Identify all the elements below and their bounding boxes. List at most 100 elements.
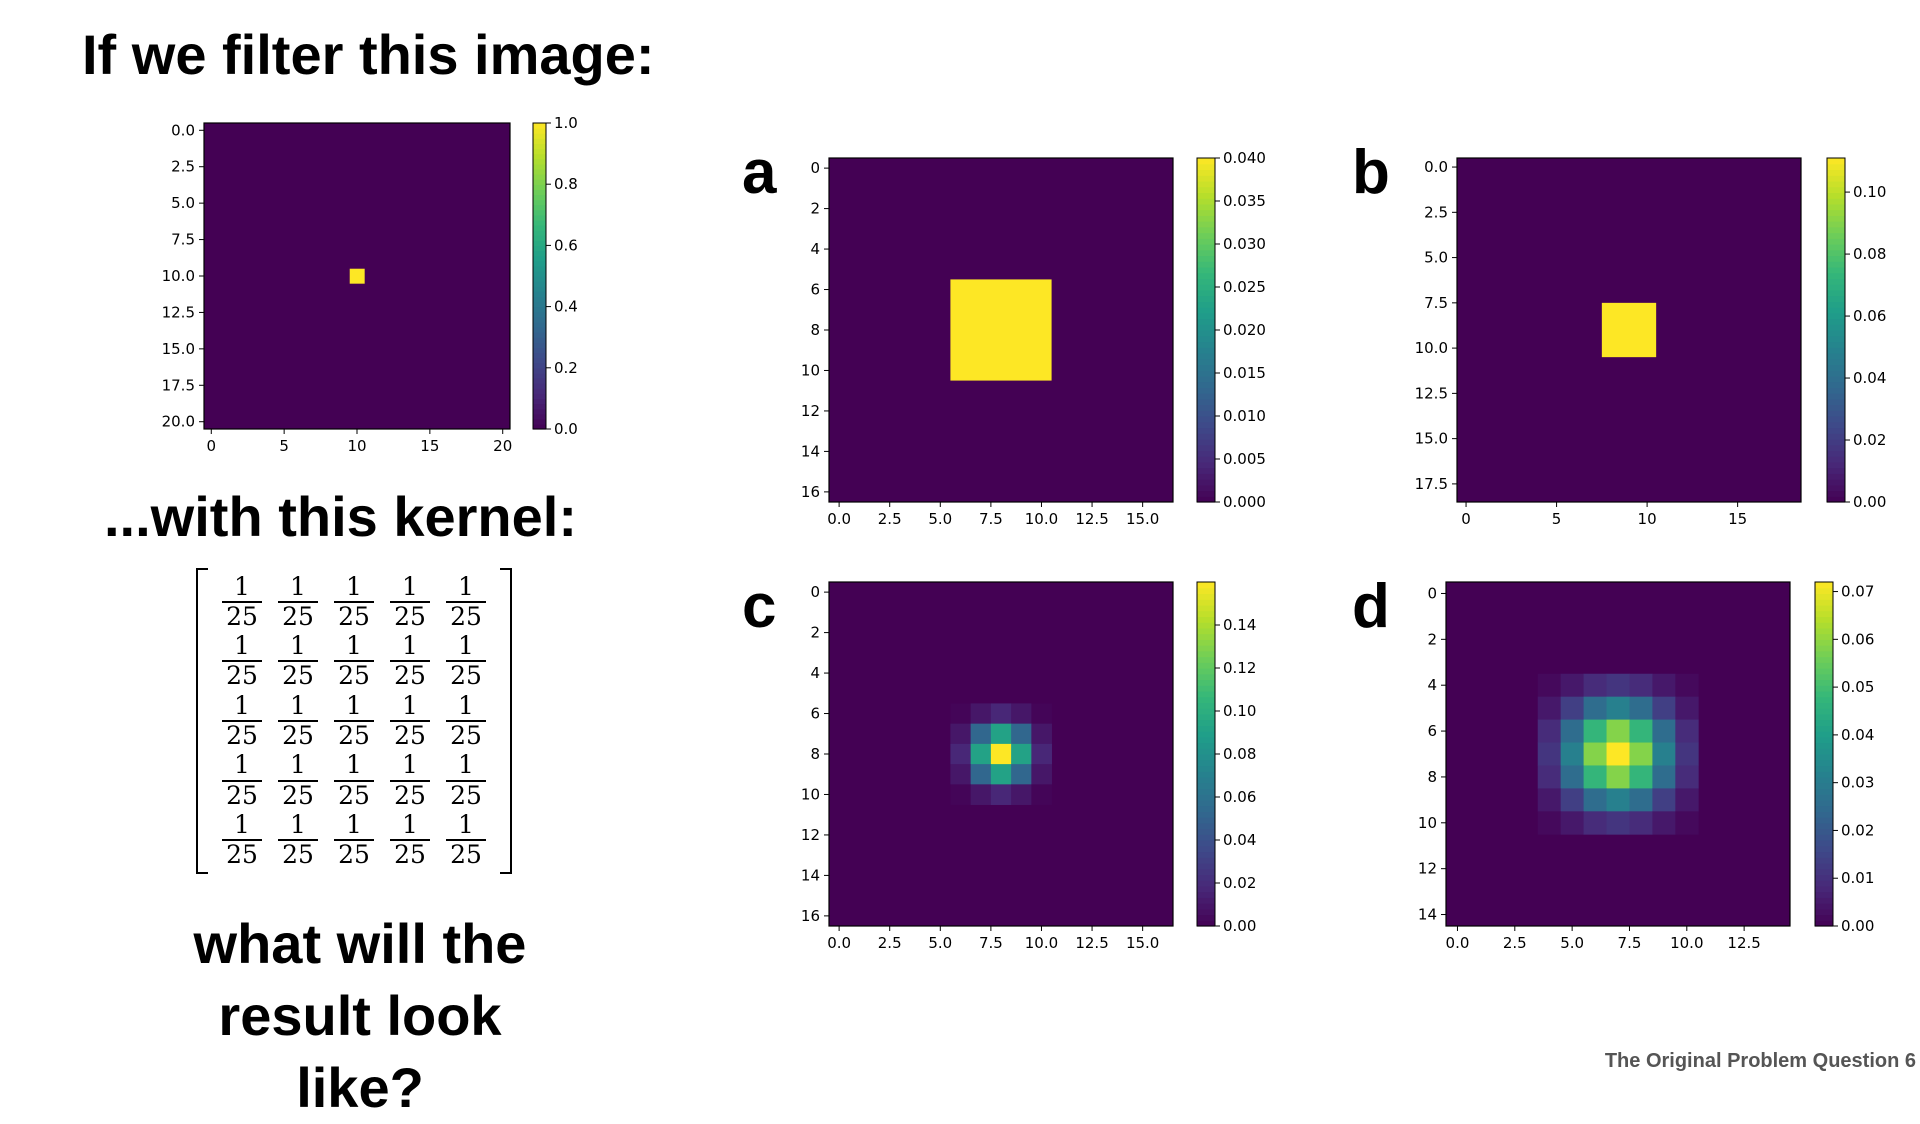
colorbar-segment [1827, 421, 1845, 429]
y-tick-label: 15.0 [1415, 430, 1448, 448]
y-tick-label: 2 [810, 200, 820, 218]
y-tick-label: 12.5 [162, 303, 195, 321]
colorbar-segment [1827, 375, 1845, 383]
colorbar-tick-label: 0.06 [1223, 788, 1256, 806]
heatmap-cell [1537, 788, 1562, 812]
heatmap-cell [1675, 742, 1699, 766]
colorbar-segment [533, 214, 546, 221]
kernel-numerator: 1 [346, 809, 362, 839]
fraction-bar [278, 839, 318, 842]
heatmap-cell [1031, 784, 1052, 805]
colorbar-segment [533, 225, 546, 231]
fraction-bar [222, 600, 262, 603]
heatmap-cell [970, 743, 992, 765]
colorbar-segment [1197, 776, 1215, 784]
colorbar-segment [1197, 433, 1215, 440]
colorbar-segment [1827, 370, 1845, 377]
y-tick-label: 7.5 [171, 231, 195, 249]
colorbar-tick-label: 0.08 [1853, 245, 1886, 263]
colorbar-segment [1815, 731, 1833, 738]
y-tick-label: 6 [810, 281, 820, 299]
kernel-cell: 1 25 [214, 751, 270, 811]
x-tick-label: 0 [1461, 510, 1471, 528]
colorbar-segment [1815, 788, 1833, 795]
colorbar-segment [533, 347, 546, 354]
colorbar-segment [1197, 891, 1215, 898]
colorbar-segment [1827, 261, 1845, 268]
colorbar-segment [1197, 668, 1215, 675]
heatmap-cell [1031, 764, 1052, 785]
colorbar-segment [1815, 662, 1833, 669]
colorbar-segment [1197, 908, 1215, 916]
fraction-bar [222, 660, 262, 663]
kernel-cell: 1 25 [326, 810, 382, 870]
colorbar-tick-label: 0.00 [1841, 917, 1874, 935]
colorbar-segment [1827, 347, 1845, 354]
y-tick-label: 2.5 [1424, 203, 1448, 221]
colorbar-segment [1815, 903, 1833, 910]
colorbar-segment [533, 250, 546, 257]
colorbar-segment [533, 148, 546, 155]
colorbar-segment [1197, 324, 1215, 331]
kernel-cell: 1 25 [382, 691, 438, 751]
colorbar-segment [1827, 484, 1845, 492]
colorbar-segment [533, 372, 546, 379]
colorbar-segment [533, 281, 546, 287]
fraction-bar [222, 839, 262, 842]
colorbar-segment [1815, 897, 1833, 904]
colorbar-tick-label: 0.04 [1853, 369, 1886, 387]
colorbar-segment [1197, 266, 1215, 274]
colorbar-segment [1827, 427, 1845, 434]
colorbar-tick-label: 0.8 [554, 175, 578, 193]
kernel-cell: 1 25 [326, 751, 382, 811]
kernel-numerator: 1 [402, 750, 418, 780]
colorbar-segment [1827, 226, 1845, 234]
y-tick-label: 16 [801, 907, 820, 925]
colorbar-segment [1197, 851, 1215, 858]
colorbar-segment [533, 230, 546, 236]
heatmap-cell [1675, 719, 1699, 743]
colorbar-segment [1815, 593, 1833, 600]
kernel-numerator: 1 [402, 571, 418, 601]
colorbar-segment [1827, 450, 1845, 457]
colorbar-segment [1197, 416, 1215, 423]
heatmap-cell [1652, 719, 1676, 743]
kernel-cell: 1 25 [270, 572, 326, 632]
colorbar-segment [533, 219, 546, 226]
heatmap-cell [1606, 765, 1630, 789]
y-tick-label: 17.5 [1415, 475, 1448, 493]
heatmap-cell [1606, 673, 1630, 698]
fraction-bar [390, 779, 430, 782]
colorbar-segment [1197, 221, 1215, 228]
y-tick-label: 20.0 [162, 413, 195, 431]
kernel-denominator: 25 [282, 780, 314, 810]
kernel-denominator: 25 [450, 720, 482, 750]
y-tick-label: 2.5 [171, 158, 195, 176]
y-tick-label: 8 [1427, 768, 1437, 786]
colorbar-segment [1197, 169, 1215, 176]
colorbar-segment [1197, 272, 1215, 279]
colorbar-tick-label: 0.02 [1841, 821, 1874, 839]
colorbar-tick-label: 0.03 [1841, 774, 1874, 792]
kernel-numerator: 1 [290, 809, 306, 839]
colorbar-segment [1827, 496, 1845, 503]
colorbar-tick-label: 0.12 [1223, 659, 1256, 677]
colorbar-segment [1815, 845, 1833, 853]
x-tick-label: 10.0 [1025, 510, 1058, 528]
colorbar-segment [1197, 736, 1215, 744]
heatmap-cell [1031, 703, 1052, 725]
heatmap-cell [1629, 673, 1653, 698]
colorbar-segment [1827, 381, 1845, 388]
y-tick-label: 12 [1418, 860, 1437, 878]
colorbar-segment [1197, 226, 1215, 234]
heatmap-cell [970, 764, 992, 785]
colorbar-segment [1827, 180, 1845, 188]
colorbar-segment [1197, 742, 1215, 749]
kernel-cell: 1 25 [270, 691, 326, 751]
colorbar-segment [533, 301, 546, 308]
heatmap-cell [990, 743, 1012, 765]
matrix-right-bracket [500, 568, 512, 874]
colorbar-segment [1197, 903, 1215, 910]
heatmap-cell [1560, 673, 1584, 698]
x-tick-label: 7.5 [979, 934, 1003, 952]
